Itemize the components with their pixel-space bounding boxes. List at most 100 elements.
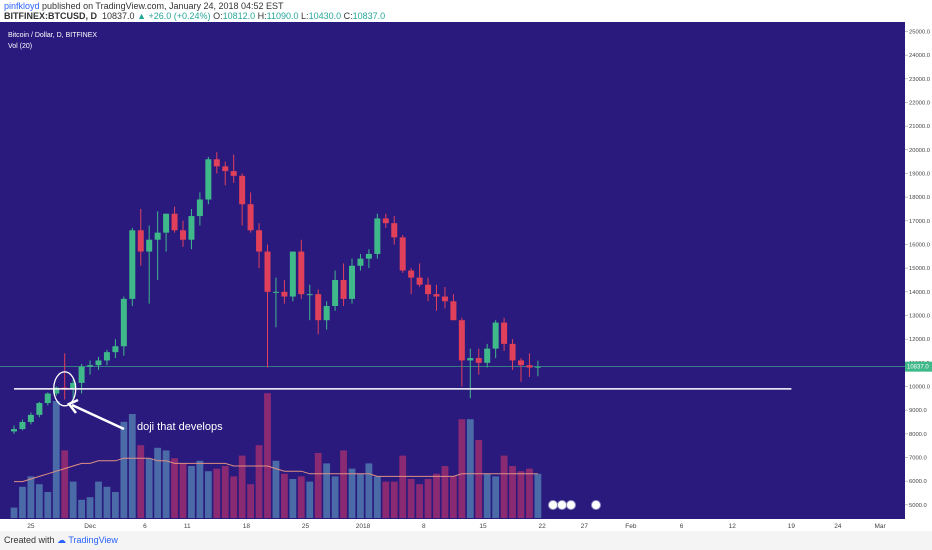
candle-body	[78, 366, 85, 383]
volume-bar	[69, 481, 77, 518]
candle-body	[450, 301, 457, 321]
price-tick-label: 22000.0	[909, 100, 930, 106]
volume-bar	[61, 450, 69, 518]
volume-bar	[154, 447, 162, 518]
candle-body	[484, 348, 491, 363]
close-value: 10837.0	[352, 11, 386, 21]
event-marker-icon[interactable]	[557, 500, 567, 510]
event-marker-icon[interactable]	[566, 500, 576, 510]
chart-legend-volume: Vol (20)	[8, 43, 32, 50]
time-tick-label: 8	[422, 523, 426, 530]
candle-body	[382, 218, 389, 224]
last-price: 10837.0	[102, 11, 135, 21]
volume-bar	[213, 468, 221, 518]
volume-bar	[297, 476, 305, 518]
time-tick-label: 22	[539, 523, 547, 530]
candle-body	[188, 216, 195, 240]
volume-bar	[255, 445, 263, 518]
candle-body	[315, 294, 322, 321]
annotation-arrowhead	[67, 398, 79, 414]
price-axis[interactable]	[905, 22, 932, 531]
candle-body	[180, 230, 186, 240]
tradingview-brand[interactable]: TradingView	[68, 535, 118, 545]
volume-bar	[145, 458, 153, 518]
annotation-text: doji that develops	[137, 421, 223, 433]
footer: Created with ☁ TradingView	[0, 531, 932, 550]
volume-bar	[492, 476, 500, 518]
volume-bar	[433, 473, 440, 518]
volume-bar	[27, 476, 35, 518]
candle-body	[365, 253, 372, 259]
event-marker-icon[interactable]	[548, 500, 558, 510]
candle-body	[289, 251, 296, 297]
time-tick-label: 6	[143, 523, 147, 530]
candle-body	[120, 298, 127, 347]
time-tick-label: 15	[479, 523, 487, 530]
volume-bar	[534, 473, 542, 518]
volume-bar	[373, 476, 381, 518]
volume-bar	[264, 393, 271, 518]
current-price-tag	[905, 361, 932, 372]
candle-body	[458, 320, 465, 361]
candle-body	[416, 277, 423, 285]
volume-bar	[52, 401, 60, 518]
candle-body	[264, 251, 271, 292]
candle-body	[298, 251, 305, 295]
candle-body	[222, 166, 229, 172]
candle-body	[475, 358, 482, 363]
event-marker-icon[interactable]	[591, 500, 601, 510]
author-link[interactable]: pinfkloyd	[4, 1, 40, 11]
time-tick-label: 2018	[356, 523, 371, 530]
annotation-arrow	[71, 403, 125, 431]
price-tick-label: 23000.0	[909, 77, 930, 83]
candle-body	[492, 322, 499, 349]
candle-body	[501, 322, 508, 344]
volume-bar	[188, 466, 195, 518]
candle-body	[467, 358, 474, 361]
high-value: 11090.0	[266, 11, 299, 21]
volume-bar	[340, 450, 347, 518]
published-text: published on TradingView.com, January 24…	[42, 1, 284, 11]
candle-body	[230, 171, 237, 176]
price-tick-label: 19000.0	[909, 171, 930, 177]
low-value: 10430.0	[308, 11, 342, 21]
candle-body	[146, 239, 153, 252]
volume-bar	[95, 481, 102, 518]
time-tick-label: 18	[243, 523, 251, 530]
candle-body	[87, 365, 94, 367]
volume-bar	[289, 479, 297, 518]
time-axis[interactable]	[0, 519, 905, 531]
price-tick-label: 15000.0	[909, 266, 930, 272]
volume-bars	[10, 393, 542, 518]
price-axis-ticks: 5000.06000.07000.08000.09000.010000.0110…	[905, 29, 930, 509]
candlesticks	[11, 152, 541, 434]
volume-bar	[348, 468, 356, 518]
volume-bar	[314, 453, 322, 518]
up-arrow-icon: ▲	[137, 11, 146, 21]
chart-legend-pair: Bitcoin / Dollar, D, BITFINEX	[8, 32, 97, 39]
price-chart[interactable]: 5000.06000.07000.08000.09000.010000.0110…	[0, 22, 932, 531]
volume-bar	[416, 484, 423, 518]
candle-body	[509, 343, 516, 361]
candle-body	[272, 291, 279, 293]
time-tick-label: 25	[302, 523, 310, 530]
event-markers[interactable]	[548, 500, 601, 510]
candle-body	[129, 230, 136, 299]
candle-body	[196, 199, 203, 217]
volume-bar	[44, 492, 52, 518]
volume-bar	[331, 476, 339, 518]
time-tick-label: 19	[788, 523, 796, 530]
candle-body	[526, 365, 533, 368]
candle-body	[281, 291, 288, 297]
volume-bar	[221, 466, 229, 518]
candle-body	[205, 159, 212, 200]
price-tick-label: 10000.0	[909, 384, 930, 390]
candle-body	[137, 230, 144, 252]
volume-bar	[103, 486, 111, 518]
candle-body	[332, 279, 339, 306]
candle-body	[399, 237, 406, 271]
tradingview-logo-icon[interactable]: ☁	[57, 535, 67, 545]
publish-info: pinfkloyd published on TradingView.com, …	[4, 1, 284, 11]
price-tick-label: 20000.0	[909, 148, 930, 154]
close-label: C:	[343, 11, 353, 21]
